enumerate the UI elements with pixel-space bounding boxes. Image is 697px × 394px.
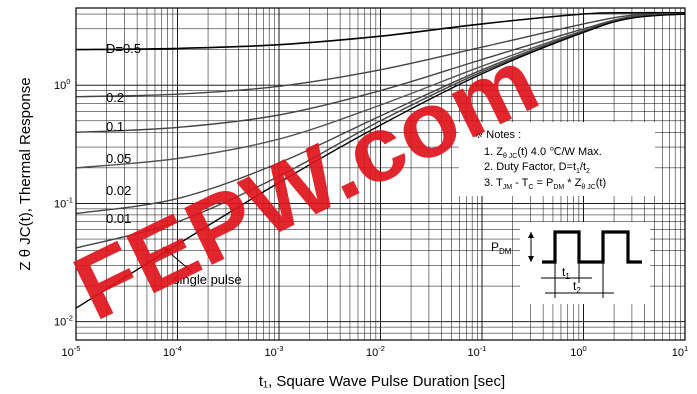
notes-box: ※ Notes : 1. Zθ JC(t) 4.0 ℃/W Max. 2. Du…: [459, 122, 655, 196]
t2-label: t2: [573, 279, 581, 295]
notes-box-frame: [459, 122, 655, 196]
t1-label: t1: [562, 265, 570, 281]
pulse-waveform: [542, 230, 642, 264]
y-axis-label: Z θ JC(t), Thermal Response: [17, 77, 34, 270]
x-tick-label: 10-5: [62, 344, 81, 359]
series-line: [75, 11, 686, 51]
x-tick-label: 10-2: [366, 344, 385, 359]
note-3: 3. TJM - TC = PDM * Zθ JC(t): [484, 177, 606, 191]
notes-heading: ※ Notes :: [474, 129, 521, 141]
series-lines: [75, 11, 686, 309]
plot-frame: [75, 7, 686, 341]
series-line: [75, 12, 686, 98]
x-axis-label: t₁, Square Wave Pulse Duration [sec]: [259, 373, 505, 390]
series-label-01: 0.1: [106, 119, 124, 134]
series-label-002: 0.02: [106, 183, 131, 198]
series-label-001: 0.01: [106, 211, 131, 226]
y-tick-labels: 10-2 10-1 100: [54, 77, 73, 328]
x-tick-label: 10-3: [265, 344, 284, 359]
pulse-diagram: PDM t1 t2: [491, 222, 650, 304]
x-tick-labels: 10-5 10-4 10-3 10-2 10-1 100 101: [62, 344, 689, 359]
series-label-d05: D=0.5: [106, 41, 141, 56]
pdm-arrow-bottom: [528, 256, 534, 262]
x-tick-label: 100: [570, 344, 586, 359]
series-label-005: 0.05: [106, 151, 131, 166]
note-2: 2. Duty Factor, D=t1/t2: [484, 161, 590, 175]
y-tick-label: 10-1: [54, 195, 73, 210]
y-tick-label: 100: [54, 77, 70, 92]
series-line: [75, 13, 686, 309]
note-1: 1. Zθ JC(t) 4.0 ℃/W Max.: [484, 146, 602, 160]
series-label-single-pulse: single pulse: [173, 272, 242, 287]
series-labels: D=0.5 0.2 0.1 0.05 0.02 0.01 single puls…: [106, 41, 242, 287]
y-tick-label: 10-2: [54, 314, 73, 329]
pdm-label: PDM: [491, 240, 512, 256]
single-pulse-arrowhead: [163, 247, 171, 254]
x-tick-label: 10-1: [468, 344, 487, 359]
pdm-arrow-top: [528, 232, 534, 238]
series-label-02: 0.2: [106, 90, 124, 105]
x-tick-label: 10-4: [163, 344, 182, 359]
x-tick-label: 101: [672, 344, 688, 359]
